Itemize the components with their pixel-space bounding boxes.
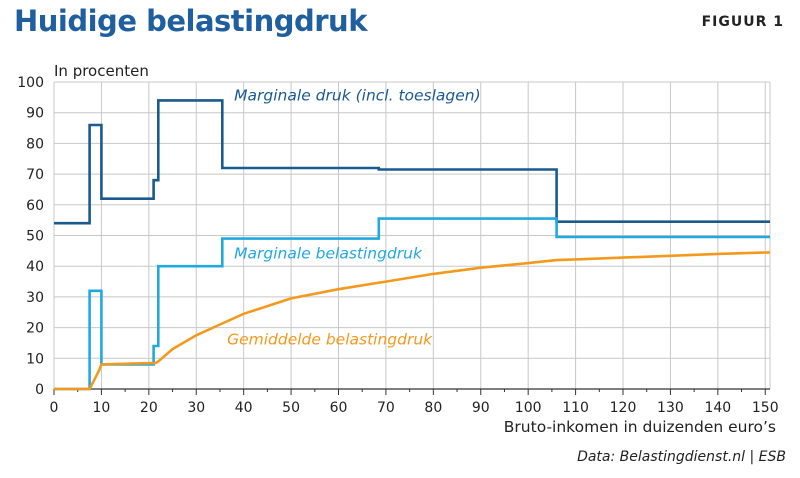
y-axis-label: In procenten bbox=[54, 62, 149, 80]
x-tick-label: 150 bbox=[752, 400, 779, 416]
y-tick-label: 10 bbox=[26, 351, 44, 367]
x-tick-label: 30 bbox=[187, 400, 205, 416]
series-annotation-1: Marginale druk (incl. toeslagen) bbox=[234, 86, 481, 104]
annotation-layer: Marginale druk (incl. toeslagen) Marginal… bbox=[227, 86, 481, 348]
x-tick-label: 80 bbox=[424, 400, 442, 416]
x-tick-label: 60 bbox=[330, 400, 348, 416]
y-tick-label: 80 bbox=[26, 136, 44, 152]
y-tick-label: 0 bbox=[35, 382, 44, 398]
chart-title: Huidige belastingdruk bbox=[14, 4, 367, 38]
x-tick-label: 120 bbox=[610, 400, 637, 416]
series-line-2 bbox=[54, 217, 770, 391]
x-tick-label: 90 bbox=[472, 400, 490, 416]
series-layer bbox=[54, 99, 771, 391]
figure-label: FIGUUR 1 bbox=[701, 14, 784, 30]
y-tick-label: 50 bbox=[26, 229, 44, 245]
y-tick-label: 30 bbox=[26, 290, 44, 306]
x-tick-label: 70 bbox=[377, 400, 395, 416]
y-tick-label: 60 bbox=[26, 198, 44, 214]
series-annotation-2: Marginale belastingdruk bbox=[234, 245, 423, 263]
x-tick-label: 20 bbox=[140, 400, 158, 416]
x-tick-label: 0 bbox=[50, 400, 59, 416]
x-tick-label: 100 bbox=[515, 400, 542, 416]
x-tick-label: 50 bbox=[282, 400, 300, 416]
x-tick-label: 130 bbox=[657, 400, 684, 416]
series-line-1 bbox=[54, 99, 770, 225]
x-tick-label: 110 bbox=[562, 400, 589, 416]
y-tick-label: 90 bbox=[26, 106, 44, 122]
y-tick-label: 100 bbox=[17, 75, 44, 91]
series-line-3 bbox=[54, 251, 771, 391]
axis-layer: 0 10 20 30 40 50 60 70 80 90 100 0 10 20 30 40 50 60 70 80 9… bbox=[17, 75, 778, 416]
x-axis-label: Bruto-inkomen in duizenden euro’s bbox=[504, 418, 776, 436]
y-tick-label: 40 bbox=[26, 259, 44, 275]
y-tick-label: 20 bbox=[26, 321, 44, 337]
source-note: Data: Belastingdienst.nl | ESB bbox=[577, 449, 786, 465]
x-tick-label: 40 bbox=[235, 400, 253, 416]
x-tick-label: 10 bbox=[93, 400, 111, 416]
y-tick-label: 70 bbox=[26, 167, 44, 183]
x-tick-label: 140 bbox=[704, 400, 731, 416]
series-annotation-3: Gemiddelde belastingdruk bbox=[227, 330, 433, 348]
